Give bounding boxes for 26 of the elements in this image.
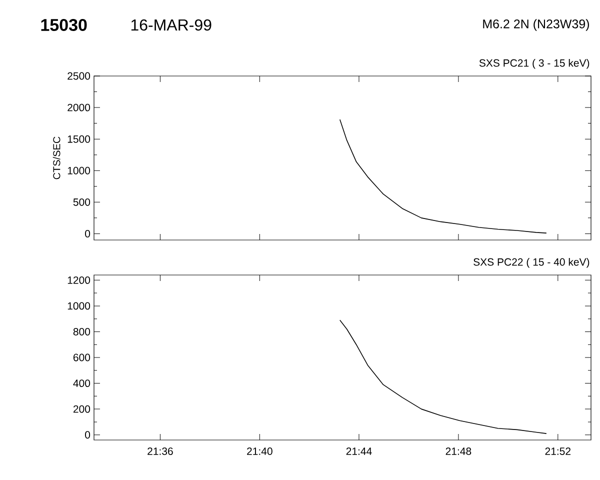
x-tick-label: 21:48 — [446, 448, 472, 455]
line-series — [339, 119, 547, 234]
y-tick-label: 800 — [73, 328, 90, 336]
y-axis-title: CTS/SEC — [52, 136, 60, 180]
y-tick-label: 1000 — [68, 166, 90, 174]
x-tick-label: 21:44 — [346, 448, 372, 455]
text: 16-MAR-99 — [131, 19, 212, 31]
x-tick-label: 21:40 — [247, 448, 272, 455]
y-tick-label: 1200 — [68, 276, 90, 284]
x-tick-label: 21:36 — [148, 448, 173, 455]
y-tick-label: 0 — [85, 230, 90, 238]
y-tick-label: 1000 — [68, 302, 90, 310]
y-tick-label: 2000 — [68, 104, 90, 112]
y-tick-label: 600 — [73, 354, 90, 362]
y-tick-label: 200 — [73, 405, 90, 413]
chart-title: SXS PC22 ( 15 - 40 keV) — [474, 258, 590, 268]
line-series — [339, 320, 547, 434]
chart-title: SXS PC21 ( 3 - 15 keV) — [479, 59, 590, 69]
y-tick-label: 2500 — [68, 72, 90, 80]
y-tick-label: 0 — [85, 431, 90, 439]
y-tick-label: 500 — [73, 198, 90, 206]
text: 15030 — [41, 18, 87, 32]
y-tick-label: 1500 — [68, 135, 90, 143]
x-tick-label: 21:52 — [545, 448, 570, 455]
y-tick-label: 400 — [73, 380, 90, 388]
text: M6.2 2N (N23W39) — [483, 19, 590, 31]
